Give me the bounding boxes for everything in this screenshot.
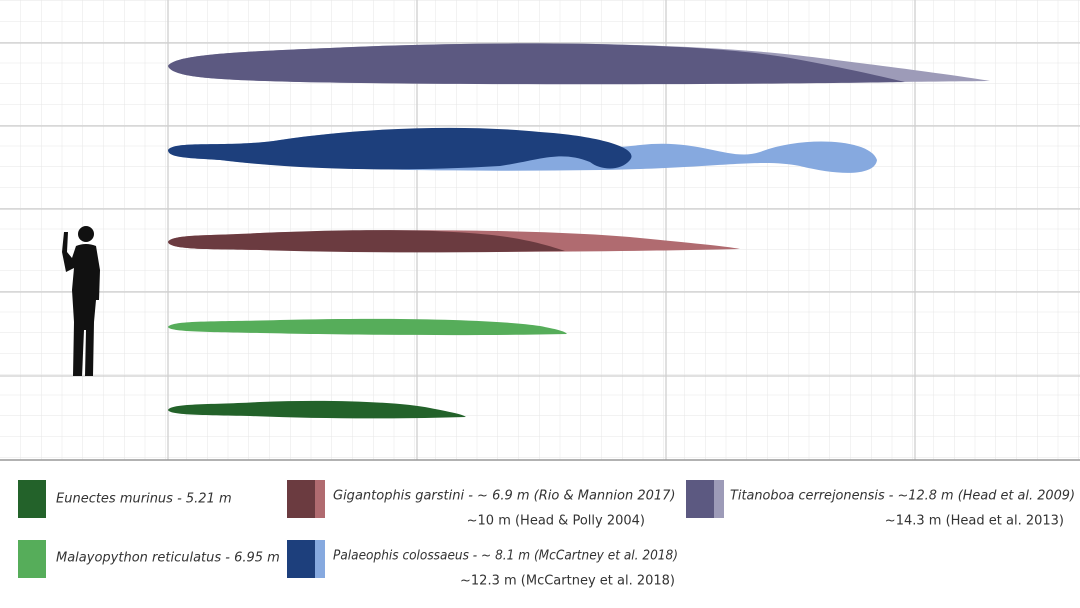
- legend-swatch: [315, 540, 325, 578]
- legend-label: ~14.3 m (Head et al. 2013): [885, 514, 1064, 529]
- legend-swatch: [714, 480, 724, 518]
- legend-swatch: [315, 480, 325, 518]
- legend-swatch: [287, 540, 315, 578]
- human-silhouette: [62, 226, 100, 376]
- legend-swatch: [18, 480, 46, 518]
- legend-label: Gigantophis garstini - ~ 6.9 m (Rio & Ma…: [333, 489, 676, 504]
- legend-label: Malayopython reticulatus - 6.95 m: [56, 551, 280, 566]
- legend-label: ~12.3 m (McCartney et al. 2018): [460, 574, 675, 589]
- legend-swatch: [686, 480, 714, 518]
- legend-swatch: [18, 540, 46, 578]
- legend-label: Titanoboa cerrejonensis - ~12.8 m (Head …: [730, 489, 1075, 504]
- legend-swatch: [287, 480, 315, 518]
- palaeophis-short: [168, 127, 632, 170]
- legend-label: Eunectes murinus - 5.21 m: [56, 492, 232, 507]
- eunectes: [168, 400, 466, 419]
- legend-label: ~10 m (Head & Polly 2004): [467, 514, 645, 529]
- gigantophis-short: [168, 230, 565, 253]
- titanoboa-short: [168, 43, 905, 85]
- malayopython: [168, 318, 567, 336]
- legend-label: Palaeophis colossaeus - ~ 8.1 m (McCartn…: [333, 549, 678, 564]
